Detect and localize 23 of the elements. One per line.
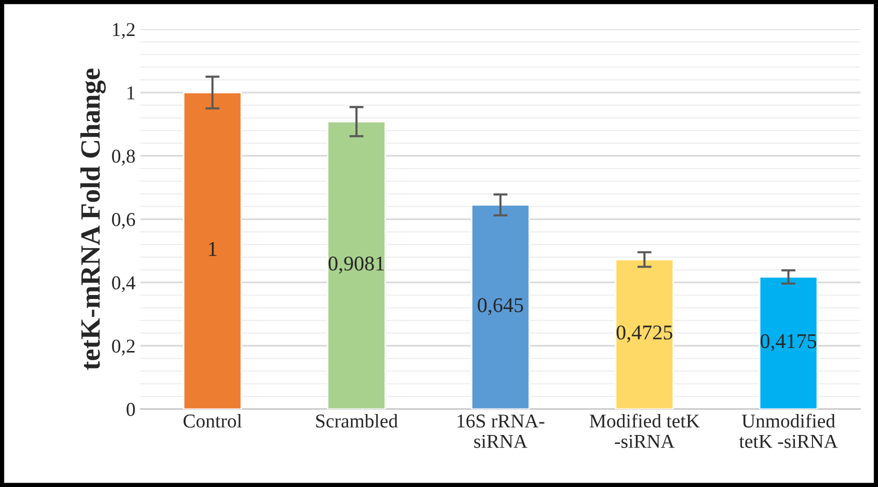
x-tick-label: Scrambled	[316, 414, 398, 428]
data-label: 0,645	[478, 298, 524, 316]
y-tick-label: 1	[128, 86, 134, 100]
x-tick-label: Unmodified tetK -siRNA	[739, 414, 838, 448]
y-tick-label: 0,2	[112, 340, 135, 356]
bar	[614, 258, 674, 410]
y-tick-label: 1,2	[113, 23, 135, 39]
x-tick-label: 16S rRNA- siRNA	[458, 414, 544, 448]
data-label: 0,4725	[616, 325, 672, 343]
y-tick-label: 0	[126, 402, 135, 416]
bar	[182, 92, 242, 410]
y-axis-title: tetK-mRNA Fold Change	[80, 68, 106, 370]
data-label: 1	[209, 242, 216, 256]
data-label: 0,4175	[760, 334, 816, 352]
y-tick-label: 0,6	[112, 212, 136, 229]
data-label: 0,9081	[328, 256, 384, 274]
y-tick-label: 0,4	[112, 276, 136, 292]
x-tick-label: Control	[184, 414, 242, 428]
bar	[758, 276, 818, 410]
y-tick-label: 0,8	[112, 150, 135, 166]
bar	[326, 120, 386, 410]
x-tick-label: Modified tetK -siRNA	[590, 414, 700, 448]
bar	[470, 204, 530, 410]
